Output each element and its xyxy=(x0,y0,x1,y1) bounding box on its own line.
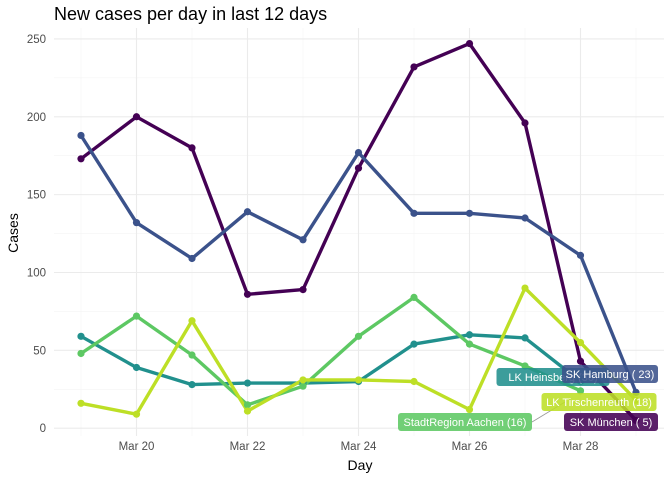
x-axis-title: Day xyxy=(348,457,373,473)
data-point xyxy=(132,219,141,227)
data-point xyxy=(521,119,529,127)
y-tick-label: 100 xyxy=(27,267,46,279)
y-tick-label: 250 xyxy=(27,34,46,46)
data-point xyxy=(132,312,141,320)
data-point xyxy=(521,214,529,222)
data-point xyxy=(188,381,196,389)
data-point xyxy=(77,399,85,407)
y-tick-label: 150 xyxy=(27,190,46,202)
data-point xyxy=(188,254,196,263)
data-point xyxy=(299,286,307,294)
data-point xyxy=(465,39,474,48)
data-point xyxy=(299,376,307,384)
x-tick-label: Mar 20 xyxy=(119,441,155,453)
data-point xyxy=(132,410,141,418)
data-point xyxy=(465,331,474,339)
data-point xyxy=(243,208,252,216)
y-tick-label: 200 xyxy=(27,112,46,124)
data-point xyxy=(410,340,418,348)
series-label: StadtRegion Aachen (16) xyxy=(404,417,527,429)
data-point xyxy=(410,63,418,71)
data-point xyxy=(132,363,141,372)
data-point xyxy=(410,377,418,386)
series-line-2 xyxy=(79,333,583,387)
y-axis-title: Cases xyxy=(5,213,21,253)
y-axis-ticks: 0 50 100 150 200 250 xyxy=(27,34,46,435)
data-point xyxy=(243,379,252,387)
y-tick-label: 50 xyxy=(33,345,46,357)
series-label: LK Tirschenreuth (18) xyxy=(546,397,652,409)
series-label: SK München ( 5) xyxy=(570,417,653,429)
data-point xyxy=(77,131,85,140)
data-point xyxy=(243,401,252,409)
data-point xyxy=(576,387,585,395)
data-point xyxy=(521,284,529,292)
data-point xyxy=(77,155,85,163)
data-point xyxy=(465,209,474,217)
x-tick-label: Mar 24 xyxy=(341,441,377,453)
data-point xyxy=(465,340,474,348)
data-point xyxy=(188,317,196,325)
series-line-3 xyxy=(79,295,583,407)
x-axis-ticks: Mar 20 Mar 22 Mar 24 Mar 26 Mar 28 xyxy=(119,441,599,453)
data-point xyxy=(354,164,363,172)
data-point xyxy=(77,332,85,340)
series-label-box xyxy=(564,413,658,431)
data-point xyxy=(576,357,585,365)
data-point xyxy=(132,113,141,121)
chart-title: New cases per day in last 12 days xyxy=(54,4,327,24)
data-point xyxy=(299,236,307,244)
series-label-box xyxy=(398,413,532,431)
data-point xyxy=(521,362,529,370)
label-group: StadtRegion Aachen (16)LK Heinsberg (30)… xyxy=(398,365,658,431)
series-label-box xyxy=(541,393,657,411)
y-tick-label: 0 xyxy=(40,423,46,435)
data-point xyxy=(188,144,196,152)
data-point xyxy=(188,351,196,359)
data-point xyxy=(410,293,418,302)
series-label-box xyxy=(562,365,658,383)
data-point xyxy=(299,382,307,390)
data-point xyxy=(354,148,363,157)
data-point xyxy=(243,290,252,298)
x-tick-label: Mar 28 xyxy=(563,441,599,453)
data-point xyxy=(354,376,363,384)
data-point xyxy=(77,349,85,358)
data-point xyxy=(576,251,585,259)
points-group xyxy=(77,39,640,425)
data-point xyxy=(243,407,252,415)
series-label: SK Hamburg ( 23) xyxy=(566,369,655,381)
data-point xyxy=(410,209,418,217)
x-tick-label: Mar 22 xyxy=(230,441,266,453)
data-point xyxy=(521,334,529,342)
data-point xyxy=(576,338,585,347)
x-tick-label: Mar 26 xyxy=(452,441,488,453)
data-point xyxy=(354,332,363,340)
data-point xyxy=(465,405,474,414)
